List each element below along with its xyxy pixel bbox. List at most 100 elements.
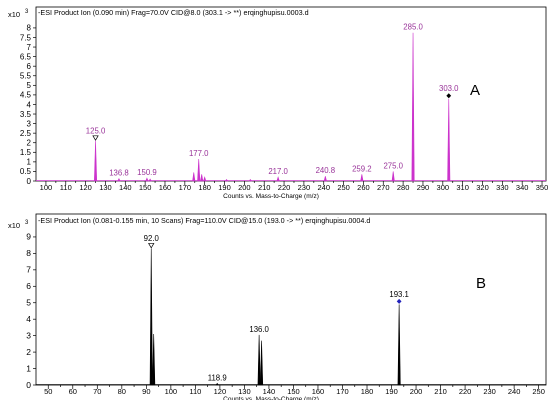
x-tick-label: 130 (238, 387, 251, 396)
x-tick-label: 220 (459, 387, 472, 396)
spectrum-peak (145, 177, 149, 182)
x-tick-label: 110 (189, 387, 201, 396)
y-tick-label: 2 (26, 347, 31, 357)
x-axis-label: Counts vs. Mass-to-Charge (m/z) (223, 193, 319, 200)
x-tick-label: 50 (44, 387, 52, 396)
x-tick-label: 230 (483, 387, 496, 396)
x-tick-label: 90 (142, 387, 150, 396)
precursor-marker-diamond (396, 298, 402, 304)
x-tick-label: 180 (198, 183, 211, 192)
y-tick-label: 0.5 (20, 167, 32, 176)
x-tick-label: 350 (536, 183, 549, 192)
x-axis-label: Counts vs. Mass-to-Charge (m/z) (223, 396, 319, 400)
y-tick-label: 6 (27, 62, 32, 71)
precursor-marker-triangle (148, 243, 155, 249)
peak-label: 136.0 (249, 325, 269, 334)
spectrum-peak (411, 32, 415, 182)
x-tick-label: 130 (99, 183, 112, 192)
panel-label: B (476, 275, 486, 292)
spectrum-peak (192, 172, 196, 182)
peak-label: 303.0 (439, 84, 459, 93)
x-tick-label: 240 (508, 387, 521, 396)
spectrum-peak (197, 158, 201, 182)
spectrum-peak (447, 98, 451, 182)
x-tick-label: 230 (298, 183, 311, 192)
y-tick-label: 7 (26, 265, 31, 275)
chart-title: -ESI Product Ion (0.090 min) Frag=70.0V … (38, 8, 309, 17)
peak-label: 150.9 (137, 168, 157, 177)
x-tick-label: 250 (337, 183, 350, 192)
x-tick-label: 80 (118, 387, 126, 396)
peak-label: 136.8 (109, 169, 129, 178)
y-tick-label: 6 (26, 281, 31, 291)
spectrum-peak (152, 333, 156, 386)
y-exponent-label: x10 (8, 10, 20, 19)
peak-label: 177.0 (189, 149, 209, 158)
spectrum-peak (257, 334, 261, 386)
y-tick-label: 5 (27, 81, 32, 90)
x-tick-label: 160 (312, 387, 325, 396)
spectrum-peak (148, 178, 152, 182)
y-tick-label: 5.5 (20, 72, 32, 81)
precursor-marker-diamond (446, 93, 452, 99)
x-tick-label: 150 (287, 387, 300, 396)
peak-label: 125.0 (86, 126, 106, 135)
y-tick-label: 4 (26, 314, 31, 324)
x-tick-label: 100 (40, 183, 53, 192)
peak-label: 240.8 (316, 166, 336, 175)
x-tick-label: 150 (139, 183, 152, 192)
spectrum-peak (391, 171, 395, 182)
y-tick-label: 2 (27, 139, 32, 148)
y-tick-label: 3 (26, 330, 31, 340)
spectrum-peak (117, 178, 121, 182)
spectrum-peak (224, 178, 229, 182)
x-tick-label: 170 (179, 183, 192, 192)
x-tick-label: 250 (532, 387, 545, 396)
y-tick-label: 7.5 (20, 33, 32, 42)
peak-label: 217.0 (268, 167, 288, 176)
spectrum-peak (260, 340, 264, 386)
y-tick-label: 3 (27, 119, 32, 128)
x-tick-label: 330 (496, 183, 509, 192)
spectrum-peak (360, 174, 364, 182)
peak-label: 118.9 (208, 373, 227, 382)
spectrum-peak (276, 176, 280, 182)
x-tick-label: 140 (263, 387, 276, 396)
spectrum-peak (248, 178, 253, 182)
spectrum-peak (203, 176, 207, 182)
panel-label: A (470, 82, 480, 99)
y-tick-label: 1 (26, 363, 31, 373)
x-tick-label: 160 (159, 183, 172, 192)
x-tick-label: 200 (410, 387, 423, 396)
y-exponent-power: 3 (25, 220, 29, 226)
spectrum-peak (94, 140, 98, 182)
y-tick-label: 8 (26, 248, 31, 258)
precursor-marker-triangle (92, 135, 99, 141)
spectrum-peak (149, 248, 153, 386)
x-tick-label: 320 (476, 183, 489, 192)
x-tick-label: 260 (357, 183, 370, 192)
x-tick-label: 200 (238, 183, 251, 192)
x-tick-label: 190 (385, 387, 398, 396)
x-tick-label: 110 (60, 183, 72, 192)
x-tick-label: 270 (377, 183, 390, 192)
x-tick-label: 190 (218, 183, 231, 192)
x-tick-label: 290 (417, 183, 430, 192)
spectrum-peak (323, 176, 327, 182)
y-tick-label: 9 (26, 232, 31, 242)
x-tick-label: 340 (516, 183, 529, 192)
x-tick-label: 120 (79, 183, 92, 192)
peak-label: 92.0 (144, 234, 160, 243)
y-tick-label: 1 (27, 158, 32, 167)
x-tick-label: 70 (93, 387, 101, 396)
y-tick-label: 3.5 (20, 110, 32, 119)
y-tick-label: 7 (27, 43, 32, 52)
x-tick-label: 120 (214, 387, 227, 396)
plot-frame (35, 213, 547, 386)
x-tick-label: 240 (317, 183, 330, 192)
x-tick-label: 140 (119, 183, 132, 192)
y-tick-label: 4 (27, 100, 32, 109)
spectrum-peak (200, 174, 204, 182)
